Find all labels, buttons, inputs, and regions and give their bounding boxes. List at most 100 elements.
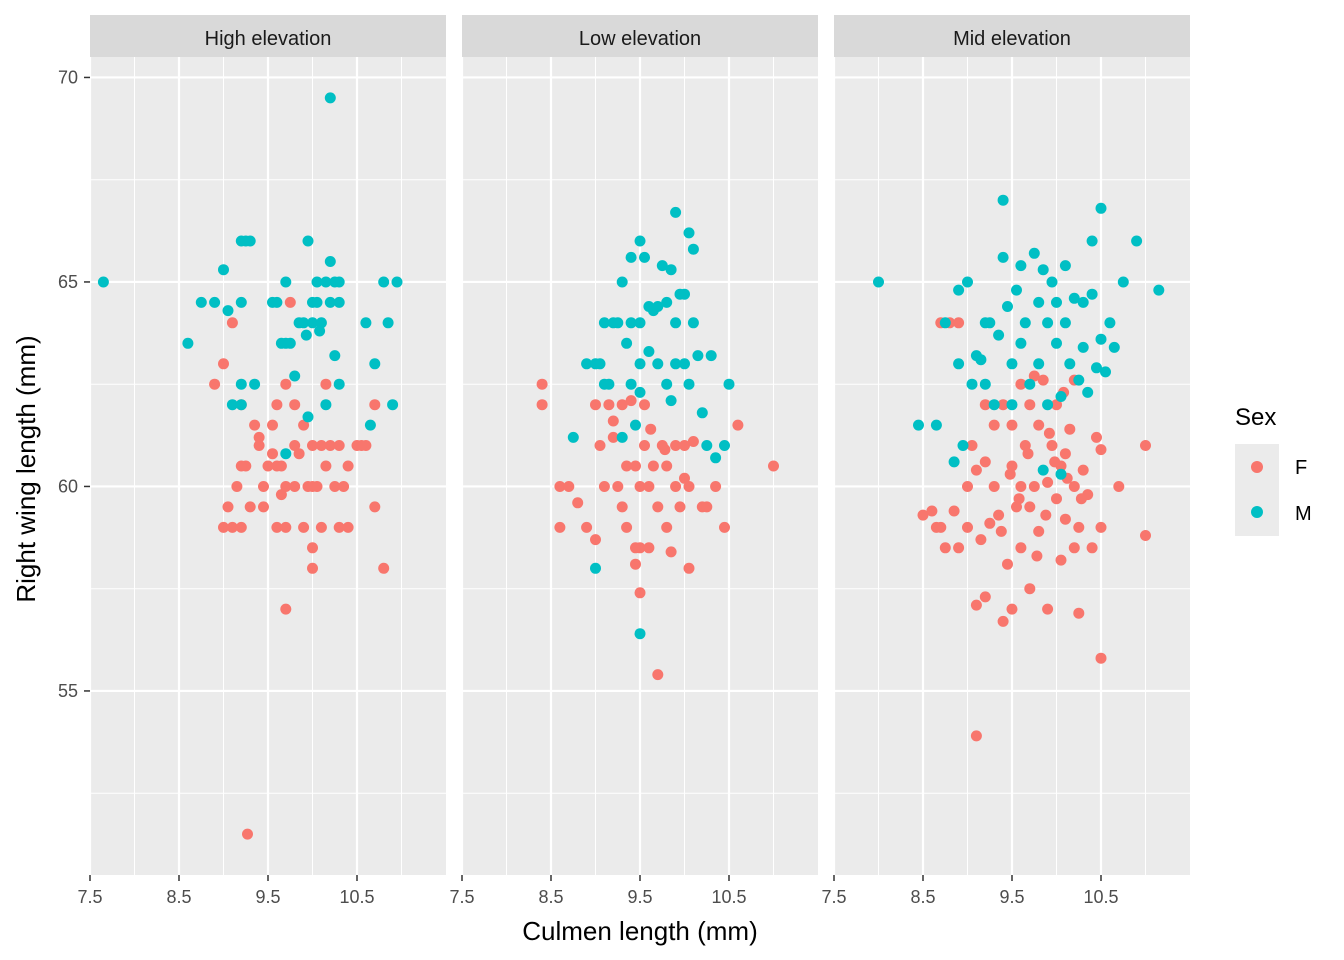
- data-point: [536, 378, 548, 390]
- data-point: [1095, 652, 1107, 664]
- data-point: [612, 481, 624, 492]
- data-point: [670, 317, 682, 329]
- data-point: [1037, 264, 1049, 276]
- data-point: [307, 562, 318, 574]
- data-point: [679, 472, 690, 484]
- data-point: [235, 296, 247, 308]
- data-point: [732, 419, 744, 431]
- data-point: [594, 440, 606, 451]
- legend: Sex F M: [1235, 404, 1312, 536]
- data-point: [1073, 374, 1085, 386]
- data-point: [1011, 284, 1022, 296]
- data-point: [670, 481, 682, 492]
- data-point: [670, 206, 682, 218]
- data-point: [692, 350, 704, 362]
- data-point: [634, 587, 646, 599]
- data-point: [536, 399, 548, 411]
- data-point: [1108, 341, 1120, 353]
- series-m: [873, 194, 1165, 480]
- data-point: [1046, 276, 1058, 288]
- data-point: [645, 423, 657, 435]
- data-point: [639, 251, 650, 263]
- data-point: [590, 534, 601, 546]
- data-point: [1100, 366, 1111, 378]
- data-point: [1113, 481, 1125, 492]
- x-tick-label: 10.5: [339, 887, 374, 907]
- data-point: [630, 460, 641, 472]
- data-point: [554, 481, 566, 492]
- data-point: [289, 399, 301, 411]
- data-point: [324, 256, 336, 267]
- data-point: [195, 296, 207, 308]
- data-point: [1073, 607, 1085, 619]
- y-tick-label: 55: [58, 681, 78, 701]
- y-tick-label: 70: [58, 67, 78, 87]
- data-point: [333, 378, 345, 390]
- data-point: [1042, 603, 1054, 615]
- x-tick-label: 7.5: [449, 887, 474, 907]
- data-point: [612, 317, 624, 329]
- data-point: [356, 440, 367, 451]
- data-point: [1028, 481, 1040, 492]
- data-point: [719, 440, 730, 451]
- data-point: [1064, 423, 1076, 435]
- x-tick-label: 9.5: [255, 887, 280, 907]
- legend-label-m: M: [1295, 503, 1312, 525]
- data-point: [307, 542, 318, 554]
- data-point: [997, 251, 1009, 263]
- data-point: [1055, 554, 1067, 566]
- data-point: [966, 440, 978, 451]
- data-point: [1091, 431, 1102, 443]
- data-point: [603, 399, 615, 411]
- data-point: [333, 521, 345, 533]
- data-point: [979, 399, 991, 411]
- data-point: [930, 419, 942, 431]
- data-point: [1131, 235, 1143, 247]
- data-point: [1051, 337, 1062, 349]
- data-point: [226, 317, 238, 329]
- data-point: [634, 628, 646, 640]
- data-point: [1117, 276, 1129, 288]
- data-point: [226, 521, 238, 533]
- data-point: [639, 440, 650, 451]
- data-point: [360, 317, 372, 329]
- data-point: [218, 264, 229, 276]
- data-point: [979, 456, 991, 468]
- data-point: [948, 456, 960, 468]
- x-tick-label: 7.5: [77, 887, 102, 907]
- data-point: [271, 399, 283, 411]
- x-tick-label: 9.5: [627, 887, 652, 907]
- data-point: [289, 370, 301, 382]
- data-point: [249, 419, 261, 431]
- data-point: [235, 460, 247, 472]
- data-point: [670, 358, 682, 370]
- data-point: [625, 251, 637, 263]
- data-point: [382, 317, 394, 329]
- data-point: [661, 296, 673, 308]
- data-point: [652, 669, 664, 681]
- data-point: [1019, 317, 1031, 329]
- data-point: [1051, 493, 1062, 505]
- data-point: [298, 419, 310, 431]
- data-point: [656, 260, 668, 272]
- data-point: [275, 460, 287, 472]
- data-point: [607, 415, 619, 427]
- data-point: [1042, 317, 1054, 329]
- data-point: [953, 358, 965, 370]
- data-point: [1002, 558, 1013, 570]
- data-point: [1059, 513, 1071, 525]
- data-point: [1059, 448, 1071, 460]
- data-point: [1068, 542, 1080, 554]
- data-point: [652, 301, 664, 312]
- data-point: [289, 481, 301, 492]
- data-point: [1086, 288, 1098, 300]
- data-point: [97, 276, 109, 288]
- data-point: [1140, 440, 1151, 451]
- data-point: [311, 481, 323, 492]
- data-point: [320, 399, 332, 411]
- data-point: [679, 440, 690, 451]
- y-tick-label: 65: [58, 272, 78, 292]
- data-point: [935, 521, 947, 533]
- data-point: [333, 296, 345, 308]
